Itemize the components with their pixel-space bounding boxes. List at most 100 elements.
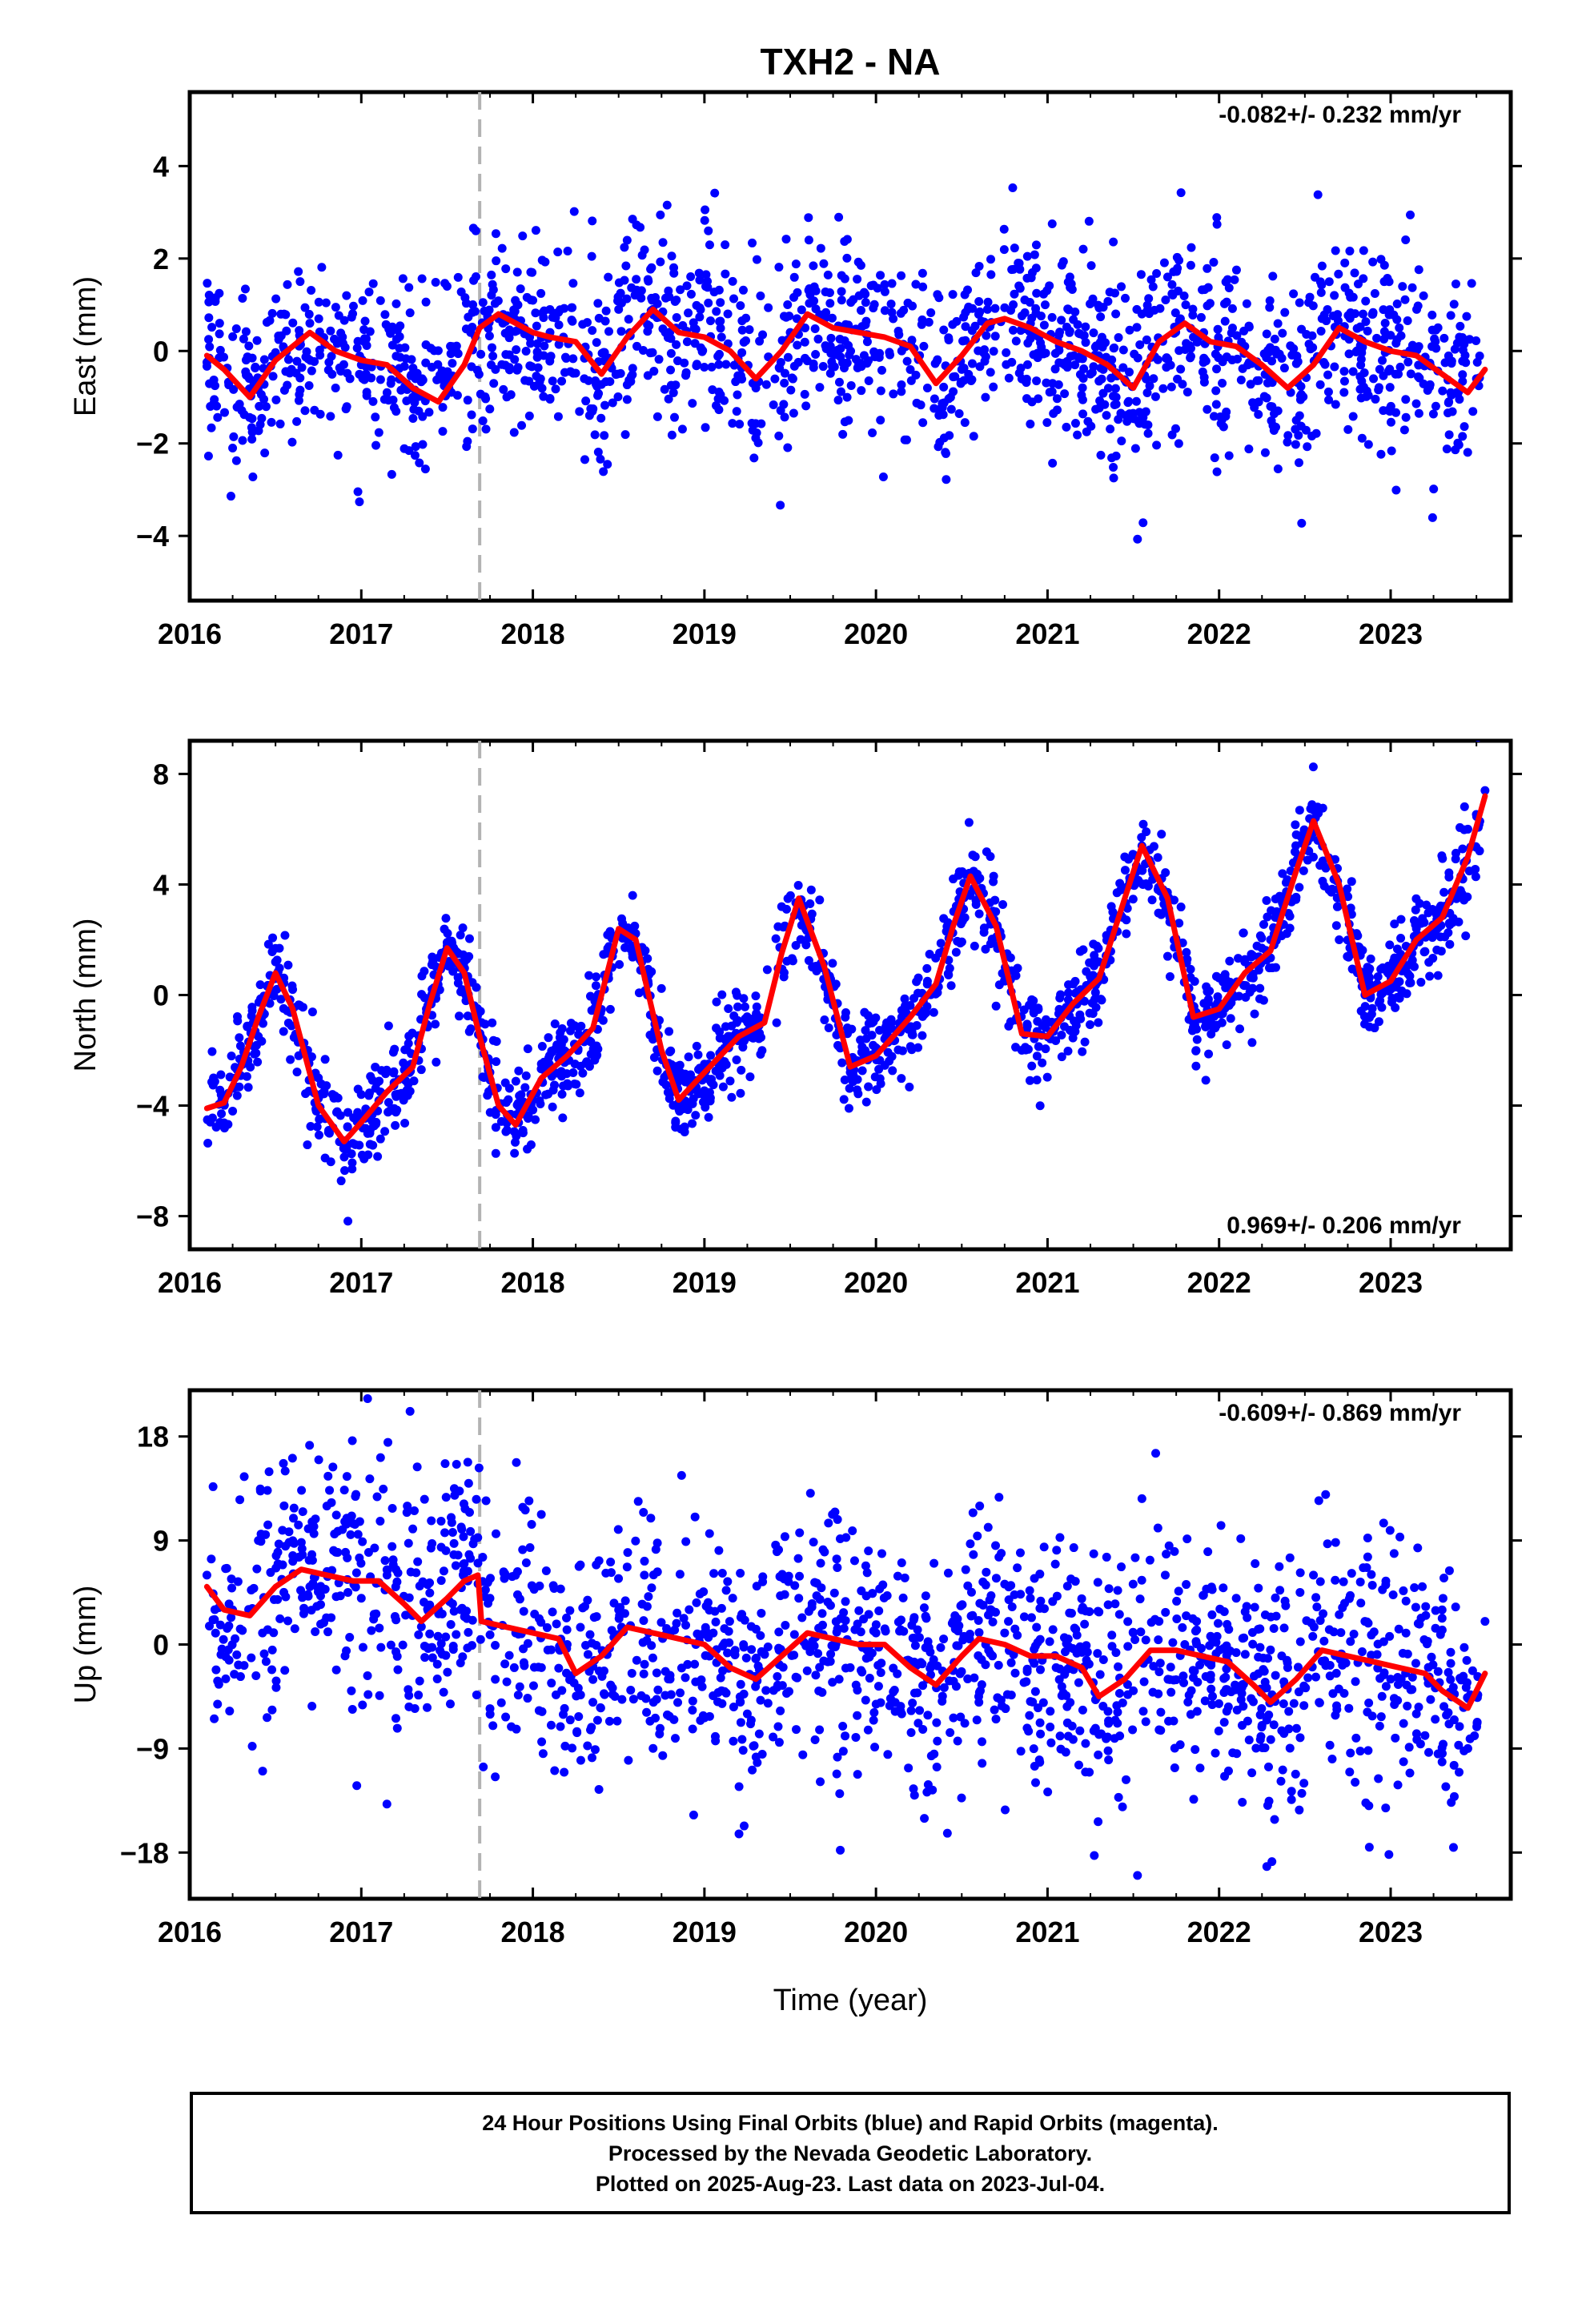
north-data-point: [502, 1125, 512, 1135]
east-data-point: [461, 299, 471, 308]
up-data-point: [423, 1703, 432, 1712]
east-data-point: [545, 356, 555, 366]
east-data-point: [1015, 283, 1025, 293]
up-data-point: [1327, 1754, 1337, 1763]
east-data-point: [640, 245, 649, 255]
up-data-point: [950, 1624, 960, 1634]
east-data-point: [1348, 292, 1358, 302]
up-data-point: [833, 1562, 842, 1572]
east-data-point: [411, 374, 420, 384]
north-data-point: [888, 1066, 897, 1076]
up-data-point: [966, 1539, 975, 1549]
north-data-point: [511, 1137, 520, 1147]
east-data-point: [728, 276, 737, 286]
north-data-point: [683, 1105, 693, 1115]
north-data-point: [1182, 955, 1192, 964]
up-data-point: [628, 1695, 638, 1704]
east-data-point: [692, 360, 701, 369]
east-data-point: [1124, 396, 1134, 406]
up-data-point: [390, 1612, 400, 1622]
north-data-point: [1411, 894, 1421, 903]
up-data-point: [1093, 1649, 1102, 1659]
up-data-point: [316, 1619, 326, 1629]
up-data-point: [936, 1642, 946, 1652]
east-data-point: [616, 368, 625, 378]
up-data-point: [213, 1676, 223, 1686]
up-data-point: [556, 1584, 565, 1594]
north-data-point: [762, 965, 772, 975]
up-data-point: [1284, 1707, 1294, 1716]
east-data-point: [666, 348, 676, 358]
up-data-point: [1279, 1699, 1288, 1709]
up-data-point: [932, 1762, 942, 1771]
north-data-point: [570, 1021, 580, 1031]
north-data-point: [663, 1088, 673, 1097]
east-data-point: [1109, 462, 1118, 472]
north-data-point: [383, 1098, 393, 1108]
east-data-point: [869, 300, 879, 309]
east-data-point: [371, 440, 381, 450]
east-data-point: [1286, 341, 1295, 351]
north-data-point: [1157, 830, 1166, 839]
north-data-point: [752, 1002, 761, 1011]
up-data-point: [1138, 1707, 1148, 1716]
east-data-point: [841, 320, 850, 329]
east-data-point: [644, 276, 653, 286]
east-data-point: [563, 246, 572, 255]
east-data-point: [545, 394, 555, 404]
north-data-point: [375, 1076, 384, 1086]
north-data-point: [793, 881, 803, 891]
up-data-point: [1117, 1562, 1126, 1572]
up-data-point: [1244, 1735, 1254, 1745]
east-data-point: [804, 213, 813, 223]
east-data-point: [632, 341, 641, 351]
east-data-point: [464, 312, 473, 322]
east-data-point: [1176, 364, 1186, 374]
up-data-point: [280, 1466, 290, 1476]
east-data-point: [1317, 261, 1327, 271]
east-data-point: [405, 308, 415, 318]
north-data-point: [987, 935, 997, 944]
up-data-point: [789, 1630, 799, 1639]
up-data-point: [1289, 1699, 1299, 1708]
up-data-point: [328, 1462, 338, 1472]
up-data-point: [576, 1622, 585, 1632]
east-data-point: [1267, 402, 1277, 412]
east-data-point: [353, 336, 363, 346]
up-data-point: [1242, 1602, 1251, 1611]
east-data-point: [842, 358, 852, 368]
east-data-point: [1407, 283, 1417, 292]
north-data-point: [399, 1058, 408, 1068]
east-data-point: [1083, 416, 1093, 426]
east-data-point: [792, 314, 801, 324]
up-data-point: [836, 1845, 845, 1855]
north-data-point: [740, 1002, 749, 1011]
east-data-point: [1170, 308, 1180, 318]
up-data-point: [279, 1501, 289, 1510]
north-data-point: [294, 1000, 303, 1010]
up-data-point: [1413, 1543, 1423, 1553]
up-data-point: [1193, 1677, 1203, 1687]
east-data-point: [1102, 411, 1111, 420]
up-data-point: [946, 1727, 955, 1737]
east-data-point: [1200, 285, 1210, 295]
up-data-point: [363, 1690, 373, 1699]
east-data-point: [605, 376, 615, 386]
east-data-point: [1351, 309, 1360, 319]
east-data-point: [833, 345, 842, 355]
east-data-point: [729, 360, 739, 370]
east-data-point: [876, 271, 885, 280]
up-data-point: [1029, 1744, 1038, 1754]
up-data-point: [863, 1725, 873, 1735]
east-data-point: [1134, 419, 1144, 428]
up-data-point: [1363, 1534, 1372, 1543]
east-data-point: [438, 403, 448, 412]
north-data-point: [806, 885, 816, 895]
east-data-point: [922, 383, 932, 392]
east-data-point: [1414, 265, 1423, 275]
east-data-point: [521, 347, 531, 356]
east-data-point: [501, 264, 511, 274]
east-data-point: [510, 327, 520, 336]
east-data-point: [1109, 237, 1118, 247]
north-data-point: [348, 1139, 358, 1148]
